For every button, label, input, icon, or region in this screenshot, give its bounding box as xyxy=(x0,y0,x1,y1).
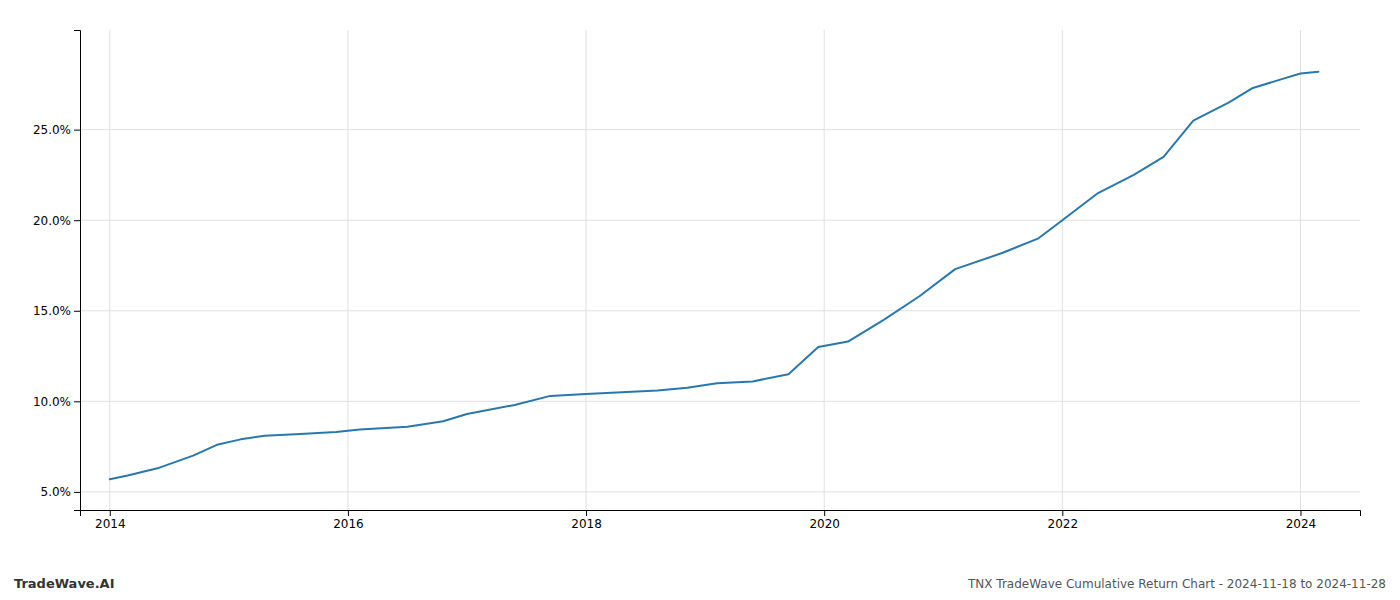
texts: TradeWave.AI TNX TradeWave Cumulative Ret… xyxy=(14,576,1386,591)
y-tick-mark xyxy=(74,492,80,493)
y-tick-mark xyxy=(74,130,80,131)
x-tick: 2024 xyxy=(1286,510,1317,531)
x-tick-label: 2024 xyxy=(1286,517,1317,531)
y-tick-mark xyxy=(74,311,80,312)
title: TNX TradeWave Cumulative Return Chart - … xyxy=(967,577,1386,591)
y-tick: 25.0% xyxy=(33,123,80,137)
x-tick-mark xyxy=(1062,510,1063,516)
y-tick: 10.0% xyxy=(33,395,80,409)
line xyxy=(110,72,1319,480)
x-tick: 2022 xyxy=(1048,510,1079,531)
y-axis: 5.0% 10.0% 15.0% 20.0% 25.0% xyxy=(33,31,81,511)
grid-line-y xyxy=(80,401,1360,402)
x-tick-mark xyxy=(348,510,349,516)
y-tick: 20.0% xyxy=(33,214,80,228)
y-axis-line xyxy=(74,31,81,511)
x-tick-mark xyxy=(110,510,111,516)
x-axis: 2014 2016 2018 2020 2022 2024 xyxy=(81,510,1361,531)
y-tick-label: 15.0% xyxy=(33,304,71,318)
grid-line-y xyxy=(80,491,1360,492)
x-tick-label: 2022 xyxy=(1048,517,1079,531)
grid-line-y xyxy=(80,310,1360,311)
grid-line-x xyxy=(824,30,825,510)
y-tick: 15.0% xyxy=(33,304,80,318)
x-tick-label: 2020 xyxy=(809,517,840,531)
plot-area: 2014 2016 2018 2020 2022 2024 5.0% 10.0% 15.0% 20… xyxy=(33,30,1361,531)
marks xyxy=(110,72,1319,480)
x-tick: 2020 xyxy=(809,510,840,531)
grid-line-y xyxy=(80,220,1360,221)
grid-line-x xyxy=(109,30,110,510)
grid-line-x xyxy=(1062,30,1063,510)
x-tick-label: 2016 xyxy=(333,517,364,531)
x-tick-mark xyxy=(586,510,587,516)
y-tick-label: 5.0% xyxy=(41,485,72,499)
y-tick: 5.0% xyxy=(41,485,81,499)
grid-line-x xyxy=(586,30,587,510)
y-tick-label: 10.0% xyxy=(33,395,71,409)
grid-line-y xyxy=(80,129,1360,130)
x-tick: 2018 xyxy=(571,510,602,531)
chart: 2014 2016 2018 2020 2022 2024 5.0% 10.0% 15.0% 20… xyxy=(0,0,1400,600)
y-tick-label: 20.0% xyxy=(33,214,71,228)
y-tick-label: 25.0% xyxy=(33,123,71,137)
grid xyxy=(80,30,1360,510)
x-tick-label: 2014 xyxy=(95,517,126,531)
x-tick: 2016 xyxy=(333,510,364,531)
annotation: TradeWave.AI xyxy=(14,576,115,591)
x-axis-line xyxy=(81,511,1361,517)
x-tick-mark xyxy=(1300,510,1301,516)
x-tick-mark xyxy=(824,510,825,516)
x-tick: 2014 xyxy=(95,510,126,531)
y-tick-mark xyxy=(74,220,80,221)
x-tick-label: 2018 xyxy=(571,517,602,531)
grid-line-x xyxy=(347,30,348,510)
grid-line-x xyxy=(1300,30,1301,510)
y-tick-mark xyxy=(74,401,80,402)
